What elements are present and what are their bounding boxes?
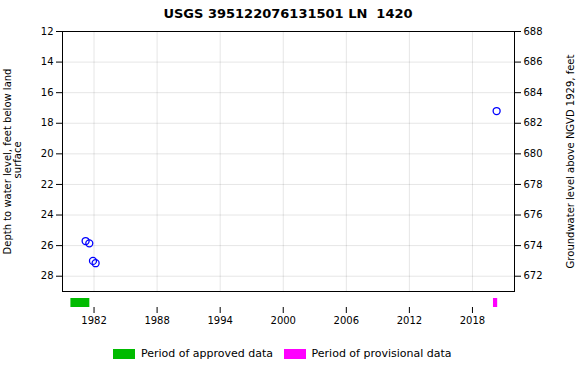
svg-text:16: 16 (41, 87, 54, 98)
svg-text:1988: 1988 (144, 315, 169, 326)
svg-text:Depth to water level, feet bel: Depth to water level, feet below land su… (2, 69, 23, 255)
svg-text:14: 14 (41, 56, 54, 67)
svg-text:24: 24 (41, 209, 54, 220)
svg-text:1994: 1994 (207, 315, 232, 326)
svg-text:678: 678 (524, 179, 543, 190)
svg-text:20: 20 (41, 148, 54, 159)
svg-text:22: 22 (41, 179, 54, 190)
svg-text:18: 18 (41, 117, 54, 128)
svg-text:26: 26 (41, 240, 54, 251)
svg-text:672: 672 (524, 270, 543, 281)
svg-text:682: 682 (524, 117, 543, 128)
svg-text:688: 688 (524, 26, 543, 37)
svg-text:684: 684 (524, 87, 543, 98)
html-text:USGS 395122076131501 LN 1420: USGS 395122076131501 LN 1420 (163, 6, 413, 21)
svg-text:Groundwater level above NGVD 1: Groundwater level above NGVD 1929, feet (565, 55, 576, 269)
svg-text:2018: 2018 (460, 315, 485, 326)
html-text:Period of approved data: Period of approved data (140, 347, 274, 360)
svg-text:680: 680 (524, 148, 543, 159)
svg-text:676: 676 (524, 209, 543, 220)
svg-text:686: 686 (524, 56, 543, 67)
svg-text:674: 674 (524, 240, 543, 251)
svg-text:12: 12 (41, 26, 54, 37)
svg-text:1982: 1982 (81, 315, 106, 326)
svg-text:28: 28 (41, 270, 54, 281)
svg-text:2006: 2006 (334, 315, 359, 326)
html-text:Period of provisional data: Period of provisional data (311, 347, 452, 360)
svg-text:2000: 2000 (271, 315, 296, 326)
svg-text:2012: 2012 (397, 315, 422, 326)
